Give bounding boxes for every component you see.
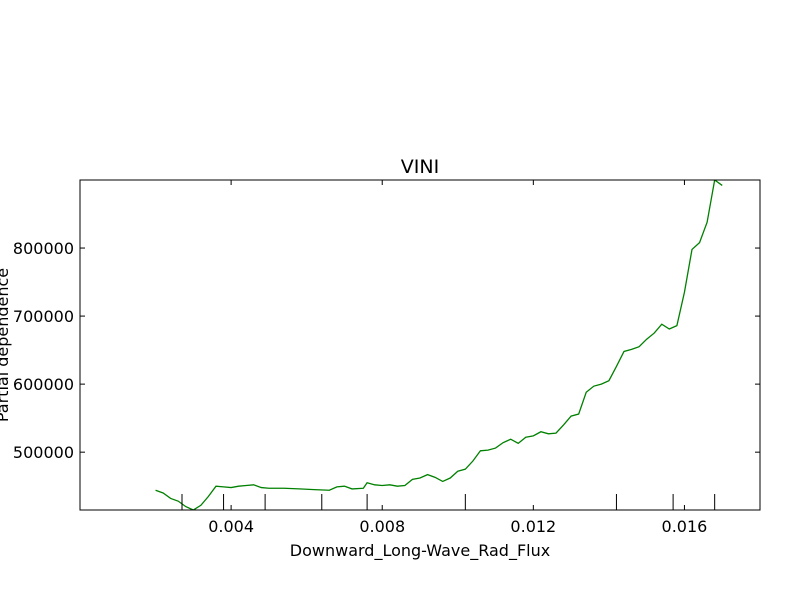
y-tick-label: 800000 bbox=[13, 239, 74, 258]
x-tick-label: 0.004 bbox=[208, 517, 254, 536]
axes-frame bbox=[79, 179, 761, 511]
chart-title: VINI bbox=[401, 156, 439, 178]
series-line-0 bbox=[155, 180, 723, 510]
y-tick-label: 500000 bbox=[13, 443, 74, 462]
x-axis-title: Downward_Long-Wave_Rad_Flux bbox=[290, 541, 550, 561]
plot-area: 0.004 0.008 0.012 0.016 500000 600000 700000 80… bbox=[13, 179, 761, 536]
y-tick-label: 600000 bbox=[13, 375, 74, 394]
x-tick-label: 0.016 bbox=[662, 517, 708, 536]
x-tick-label: 0.008 bbox=[359, 517, 405, 536]
x-tick-label: 0.012 bbox=[510, 517, 556, 536]
y-tick-label: 700000 bbox=[13, 307, 74, 326]
y-axis-title: Partial dependence bbox=[0, 268, 12, 422]
